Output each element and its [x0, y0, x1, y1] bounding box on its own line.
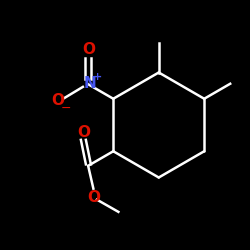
Text: −: −: [61, 102, 72, 115]
Text: O: O: [51, 93, 64, 108]
Text: O: O: [87, 190, 100, 204]
Text: O: O: [82, 42, 95, 57]
Text: O: O: [77, 126, 90, 140]
Text: N: N: [84, 76, 96, 91]
Text: +: +: [93, 72, 102, 83]
